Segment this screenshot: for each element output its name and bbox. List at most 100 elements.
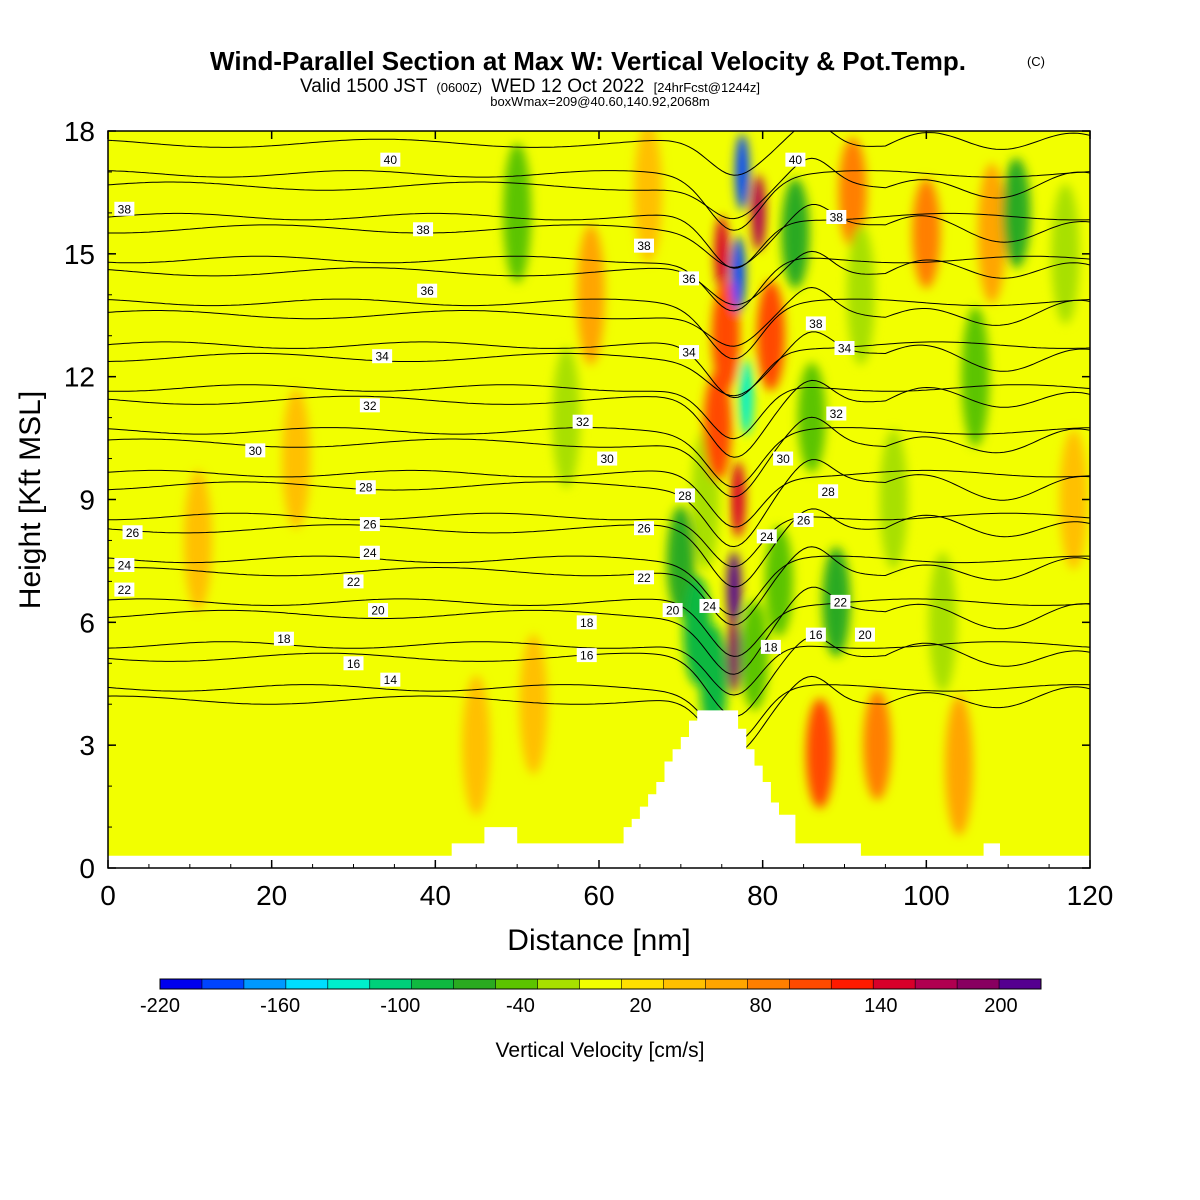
contour-label: 40 xyxy=(789,153,803,167)
contour-label: 28 xyxy=(359,481,373,495)
contour-label: 38 xyxy=(637,239,651,253)
velocity-cell xyxy=(928,552,957,693)
x-axis: 0 20 40 60 80 100 120 xyxy=(100,131,1113,911)
x-tick-label: 100 xyxy=(903,880,950,911)
contour-label-box xyxy=(854,627,875,642)
velocity-cell xyxy=(751,174,766,251)
theta-contour xyxy=(108,204,1090,268)
contour-label: 24 xyxy=(760,530,774,544)
colorbar-swatch xyxy=(327,979,371,989)
chart-title: Wind-Parallel Section at Max W: Vertical… xyxy=(210,46,966,76)
colorbar-swatch xyxy=(705,979,748,989)
contour-label: 38 xyxy=(809,317,823,331)
theta-contour xyxy=(108,331,1090,397)
velocity-cell xyxy=(1002,157,1031,268)
velocity-cell xyxy=(740,600,769,711)
contour-label: 32 xyxy=(576,415,590,429)
terrain-profile xyxy=(108,710,1090,868)
contour-label: 30 xyxy=(601,452,615,466)
contour-label-box xyxy=(662,603,683,618)
x-axis-label: Distance [nm] xyxy=(507,924,690,957)
theta-contour xyxy=(108,170,1090,231)
velocity-cell xyxy=(711,280,740,391)
velocity-cell xyxy=(731,461,746,538)
velocity-cell xyxy=(961,306,990,447)
velocity-cell xyxy=(576,224,605,365)
contour-label-box xyxy=(380,672,401,687)
contour-label: 22 xyxy=(118,583,132,597)
theta-contour xyxy=(108,512,1090,568)
colorbar-tick-label: -100 xyxy=(380,995,420,1017)
contour-label-box xyxy=(413,222,434,237)
theta-contour xyxy=(108,157,1090,220)
contour-label: 38 xyxy=(118,202,132,216)
velocity-cell xyxy=(846,224,875,365)
contour-label: 26 xyxy=(637,522,651,536)
contour-label-box xyxy=(679,271,700,286)
x-tick-label: 0 xyxy=(100,880,116,911)
contour-label: 24 xyxy=(703,599,717,613)
velocity-cell xyxy=(714,215,729,292)
contour-label-box xyxy=(634,521,655,536)
contour-label: 26 xyxy=(797,513,811,527)
contour-label-box xyxy=(114,201,135,216)
velocity-cell xyxy=(731,236,746,313)
velocity-cell xyxy=(1059,429,1088,570)
colorbar xyxy=(159,978,1042,990)
y-tick-label: 6 xyxy=(79,607,95,638)
contour-label-box xyxy=(576,615,597,630)
y-tick-label: 3 xyxy=(79,730,95,761)
copyright-mark: (C) xyxy=(1027,54,1045,69)
contour-label-box xyxy=(372,349,393,364)
colorbar-swatch xyxy=(579,979,622,989)
colorbar-swatch xyxy=(537,979,581,989)
velocity-cell xyxy=(282,388,311,529)
contour-label: 32 xyxy=(363,399,377,413)
x-tick-label: 80 xyxy=(747,880,778,911)
contour-label: 30 xyxy=(776,452,790,466)
contour-label: 16 xyxy=(347,657,361,671)
contour-label-box xyxy=(793,512,814,527)
theta-contour xyxy=(108,212,1090,269)
contour-label: 18 xyxy=(764,640,778,654)
theta-contour xyxy=(108,384,1090,440)
velocity-cell xyxy=(503,142,532,283)
contour-label-box xyxy=(122,525,143,540)
colorbar-swatch xyxy=(285,979,329,989)
x-tick-label: 20 xyxy=(256,880,287,911)
contour-label: 18 xyxy=(580,616,594,630)
colorbar-swatch xyxy=(747,979,790,989)
velocity-cell xyxy=(727,551,742,628)
velocity-cell xyxy=(519,634,548,775)
contour-label: 30 xyxy=(249,444,263,458)
contour-label: 20 xyxy=(666,604,680,618)
contour-label-box xyxy=(597,451,618,466)
colorbar-swatch xyxy=(495,979,539,989)
y-axis-label: Height [Kft MSL] xyxy=(14,391,47,609)
theta-contour xyxy=(108,250,1090,306)
contour-label-box xyxy=(760,639,781,654)
contour-label-box xyxy=(576,648,597,663)
contour-label: 22 xyxy=(834,595,848,609)
x-tick-label: 120 xyxy=(1067,880,1114,911)
contour-label: 34 xyxy=(375,350,389,364)
colorbar-tick-label: 80 xyxy=(750,995,772,1017)
y-tick-label: 0 xyxy=(79,853,95,884)
velocity-cell xyxy=(805,698,834,809)
colorbar-frame xyxy=(159,978,1042,990)
box-max-label: boxWmax=209@40.60,140.92,2068m xyxy=(490,94,710,109)
contour-label-box xyxy=(830,594,851,609)
theta-contour xyxy=(108,341,1090,399)
contour-label-box xyxy=(343,656,364,671)
valid-time-label: Valid 1500 JST (0600Z) WED 12 Oct 2022 [… xyxy=(300,76,760,97)
contour-label: 14 xyxy=(384,673,398,687)
contour-label-box xyxy=(674,488,695,503)
contour-label-box xyxy=(359,517,380,532)
contour-label: 38 xyxy=(416,223,430,237)
theta-contour xyxy=(108,298,1090,360)
colorbar-tick-label: -40 xyxy=(506,995,535,1017)
theta-contour xyxy=(108,598,1090,657)
colorbar-swatch xyxy=(621,979,664,989)
colorbar-swatch xyxy=(957,979,1000,989)
